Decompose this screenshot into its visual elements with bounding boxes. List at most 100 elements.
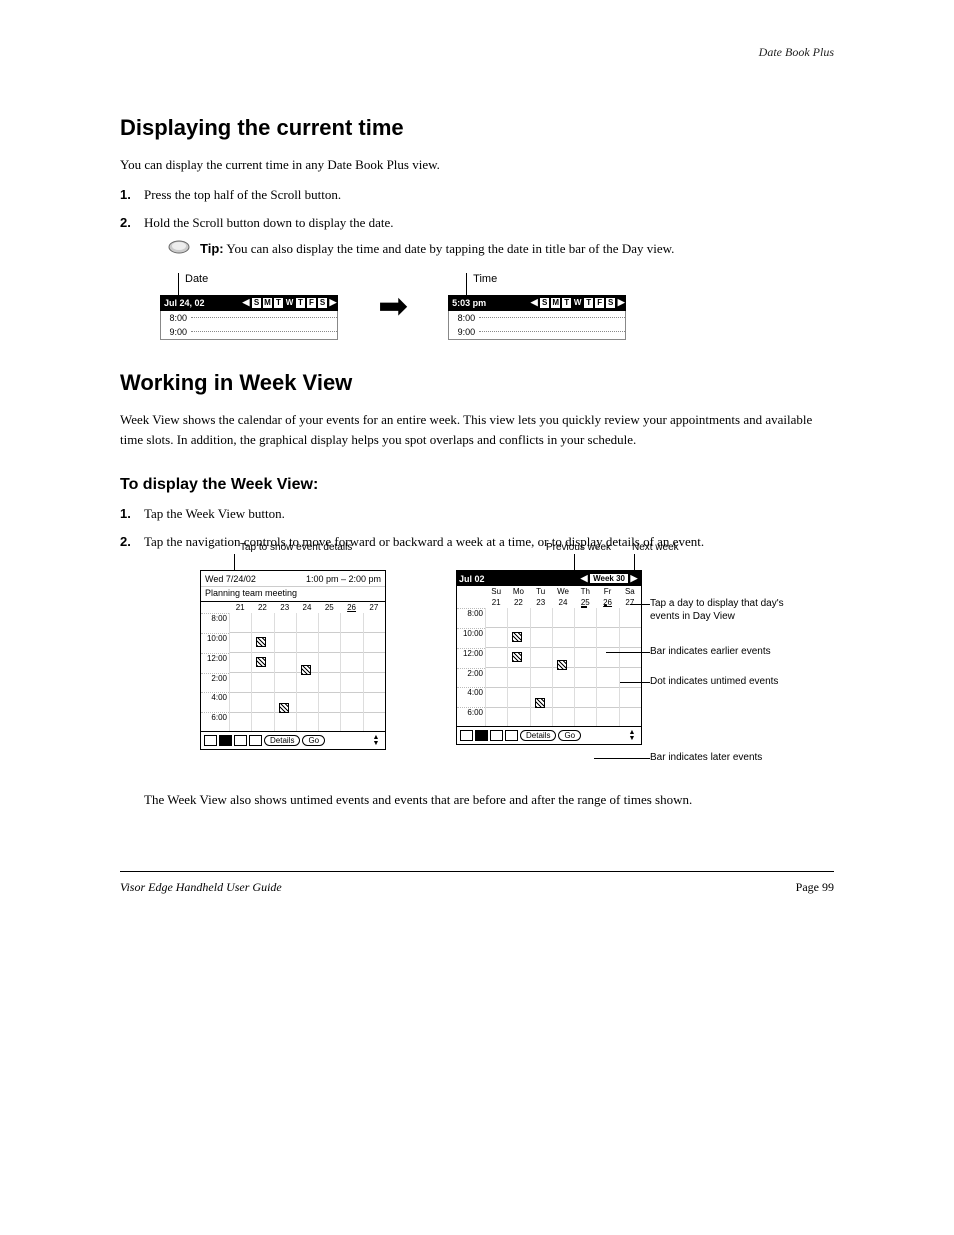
week-number[interactable]: Week 30 [589,573,629,584]
day-cell[interactable]: W [284,297,295,309]
callout-label: Tap to show event details [240,542,360,554]
week-device-left: Wed 7/24/02 1:00 pm – 2:00 pm Planning t… [200,570,386,750]
daylabel[interactable]: Su [485,586,507,597]
mini-device-date: Date Jul 24, 02 ◀ S M T W T F S ▶ 8:00 9… [160,273,338,340]
sub-week: To display the Week View: [120,476,834,494]
appointment-block[interactable] [279,703,289,713]
daynum[interactable]: 27 [619,597,641,608]
view-agenda-button[interactable] [249,735,262,746]
day-cell[interactable]: S [317,297,328,309]
view-month-button[interactable] [490,730,503,741]
daynum[interactable]: 24 [552,597,574,608]
footer-right: Page 99 [796,880,834,895]
day-cell[interactable]: F [594,297,605,309]
p-display: You can display the current time in any … [120,155,834,175]
callout-label: Next week [632,542,692,554]
appointment-block[interactable] [535,698,545,708]
day-cell[interactable]: M [262,297,273,309]
prev-arrow-icon[interactable]: ◀ [529,297,539,308]
time-label: 9:00 [453,327,475,337]
step: Tap the Week View button. [120,504,834,524]
appointment-block[interactable] [557,660,567,670]
day-cell[interactable]: S [605,297,616,309]
month-label[interactable]: Jul 02 [459,574,485,584]
day-cell[interactable]: M [550,297,561,309]
appointment-block[interactable] [512,652,522,662]
prev-arrow-icon[interactable]: ◀ [241,297,251,308]
next-week-icon[interactable]: ▶ [629,573,639,584]
mini-device-time: Time 5:03 pm ◀ S M T W T F S ▶ 8:00 9:00 [448,273,626,340]
time-cell[interactable]: 5:03 pm [448,298,490,308]
day-cell[interactable]: S [251,297,262,309]
day-cell[interactable]: T [561,297,572,309]
scroll-updown-icon[interactable]: ▲▼ [370,735,382,747]
heading-display-time: Displaying the current time [120,115,834,141]
mini-body: 8:00 9:00 [448,311,626,340]
daylabel[interactable]: Fr [596,586,618,597]
date-cell[interactable]: Jul 24, 02 [160,298,209,308]
mini-label: Date [178,273,338,295]
daynum[interactable]: 25 [318,602,340,613]
day-header: 21 22 23 24 25 26 27 [201,602,385,613]
day-cell[interactable]: T [583,297,594,309]
daynum[interactable]: 22 [251,602,273,613]
callout-label: Bar indicates later events [650,752,800,765]
mini-header: Jul 24, 02 ◀ S M T W T F S ▶ [160,295,338,311]
view-day-button[interactable] [460,730,473,741]
next-arrow-icon[interactable]: ▶ [616,297,626,308]
view-week-button[interactable] [475,730,488,741]
appointment-block[interactable] [512,632,522,642]
scroll-updown-icon[interactable]: ▲▼ [626,730,638,742]
daynum[interactable]: 26 [340,602,362,613]
next-arrow-icon[interactable]: ▶ [328,297,338,308]
details-button[interactable]: Details [520,730,556,741]
day-cell[interactable]: F [306,297,317,309]
week-grid[interactable]: 8:0010:0012:00 2:004:006:00 [201,613,385,731]
prev-week-icon[interactable]: ◀ [579,573,589,584]
corner-tag: Date Book Plus [759,45,834,60]
tip: Tip: You can also display the time and d… [168,239,834,259]
time-label: 8:00 [165,313,187,323]
daynum[interactable]: 22 [507,597,529,608]
mini-header: 5:03 pm ◀ S M T W T F S ▶ [448,295,626,311]
day-cell[interactable]: S [539,297,550,309]
appointment-block[interactable] [256,657,266,667]
daynum[interactable]: 23 [530,597,552,608]
daylabel[interactable]: Mo [507,586,529,597]
daynum[interactable]: 23 [274,602,296,613]
callouts: Tap a day to display that day's events i… [644,570,844,745]
view-month-button[interactable] [234,735,247,746]
top-time: 1:00 pm – 2:00 pm [306,574,381,584]
view-agenda-button[interactable] [505,730,518,741]
go-button[interactable]: Go [558,730,581,741]
daynum[interactable]: 27 [363,602,385,613]
daynum[interactable]: 21 [229,602,251,613]
appointment-block[interactable] [301,665,311,675]
week-grid[interactable]: 8:0010:0012:00 2:004:006:00 [457,608,641,726]
daylabel[interactable]: Tu [530,586,552,597]
day-cell[interactable]: W [572,297,583,309]
step: Tap the navigation controls to move forw… [120,532,834,552]
daylabel[interactable]: We [552,586,574,597]
time-col: 8:0010:0012:00 2:004:006:00 [457,608,485,726]
footer-left: Visor Edge Handheld User Guide [120,880,282,895]
daynum[interactable]: 24 [296,602,318,613]
day-cell[interactable]: T [295,297,306,309]
device-top: Wed 7/24/02 1:00 pm – 2:00 pm [201,571,385,587]
device-bottom: Details Go ▲▼ [201,731,385,749]
daynum[interactable]: 26 [596,597,618,608]
daylabel[interactable]: Th [574,586,596,597]
device-bottom: Details Go ▲▼ [457,726,641,744]
day-cell[interactable]: T [273,297,284,309]
time-label: 9:00 [165,327,187,337]
details-button[interactable]: Details [264,735,300,746]
p-week: Week View shows the calendar of your eve… [120,410,834,450]
daynum[interactable]: 21 [485,597,507,608]
daylabel[interactable]: Sa [619,586,641,597]
steps-display: Press the top half of the Scroll button.… [120,185,834,259]
go-button[interactable]: Go [302,735,325,746]
time-label: 8:00 [453,313,475,323]
appointment-block[interactable] [256,637,266,647]
view-week-button[interactable] [219,735,232,746]
view-day-button[interactable] [204,735,217,746]
